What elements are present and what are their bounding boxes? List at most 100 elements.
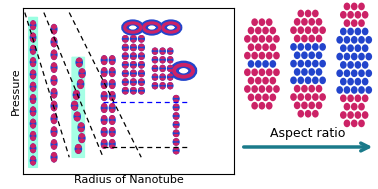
Circle shape <box>305 93 311 101</box>
Ellipse shape <box>101 84 108 91</box>
Circle shape <box>358 86 365 94</box>
Ellipse shape <box>130 57 137 61</box>
Ellipse shape <box>50 114 57 124</box>
Ellipse shape <box>167 46 174 50</box>
Ellipse shape <box>50 61 57 67</box>
Circle shape <box>351 69 358 77</box>
Ellipse shape <box>122 65 129 70</box>
Circle shape <box>270 77 276 84</box>
Ellipse shape <box>73 117 81 123</box>
Ellipse shape <box>172 99 180 104</box>
Circle shape <box>362 44 369 52</box>
Circle shape <box>255 43 262 51</box>
Ellipse shape <box>29 45 36 55</box>
Ellipse shape <box>138 43 145 47</box>
Ellipse shape <box>130 70 137 77</box>
Ellipse shape <box>101 55 108 65</box>
Ellipse shape <box>172 112 180 120</box>
Circle shape <box>297 110 304 118</box>
Circle shape <box>301 101 308 109</box>
Circle shape <box>270 27 276 34</box>
Circle shape <box>351 3 358 10</box>
Ellipse shape <box>152 72 158 77</box>
Circle shape <box>290 26 297 34</box>
Circle shape <box>319 43 326 51</box>
Ellipse shape <box>108 55 116 65</box>
Ellipse shape <box>50 37 57 47</box>
Ellipse shape <box>159 73 166 81</box>
Ellipse shape <box>159 82 166 89</box>
Circle shape <box>305 110 311 118</box>
Circle shape <box>290 93 297 101</box>
Ellipse shape <box>50 125 57 131</box>
Ellipse shape <box>108 67 116 77</box>
Ellipse shape <box>138 74 145 78</box>
Ellipse shape <box>71 101 78 111</box>
Ellipse shape <box>172 120 180 124</box>
Ellipse shape <box>101 103 108 113</box>
Circle shape <box>244 35 251 43</box>
Ellipse shape <box>159 65 166 72</box>
Circle shape <box>297 93 304 101</box>
Circle shape <box>248 60 254 68</box>
Circle shape <box>251 68 258 76</box>
Circle shape <box>347 11 354 19</box>
Ellipse shape <box>29 143 36 153</box>
Ellipse shape <box>108 101 116 108</box>
Ellipse shape <box>75 63 83 69</box>
Circle shape <box>262 94 269 101</box>
Circle shape <box>366 86 372 94</box>
Ellipse shape <box>78 138 86 145</box>
Circle shape <box>347 94 354 102</box>
Ellipse shape <box>122 51 129 56</box>
Ellipse shape <box>101 90 108 96</box>
Ellipse shape <box>101 101 108 108</box>
Ellipse shape <box>77 128 85 134</box>
Circle shape <box>319 60 326 67</box>
Ellipse shape <box>75 56 83 62</box>
Ellipse shape <box>172 117 180 121</box>
Ellipse shape <box>29 161 36 167</box>
Circle shape <box>355 44 361 52</box>
Ellipse shape <box>29 154 36 160</box>
Circle shape <box>266 102 273 110</box>
Circle shape <box>347 78 354 85</box>
Circle shape <box>305 43 311 51</box>
Circle shape <box>355 111 361 119</box>
Circle shape <box>312 60 319 67</box>
Circle shape <box>305 60 311 67</box>
Ellipse shape <box>77 84 84 91</box>
Ellipse shape <box>122 43 129 47</box>
Ellipse shape <box>101 144 108 150</box>
Ellipse shape <box>101 79 108 89</box>
Circle shape <box>355 78 361 85</box>
Ellipse shape <box>101 97 108 102</box>
Circle shape <box>259 18 265 26</box>
Ellipse shape <box>152 64 158 68</box>
Ellipse shape <box>159 56 166 64</box>
Ellipse shape <box>108 144 116 150</box>
Ellipse shape <box>108 79 116 89</box>
Circle shape <box>362 61 369 69</box>
Circle shape <box>297 10 304 17</box>
Circle shape <box>262 43 269 51</box>
Circle shape <box>344 19 350 27</box>
Circle shape <box>312 10 319 17</box>
Ellipse shape <box>167 56 174 64</box>
Circle shape <box>294 18 301 26</box>
Ellipse shape <box>152 73 158 81</box>
Ellipse shape <box>167 65 174 72</box>
Ellipse shape <box>138 86 145 90</box>
Ellipse shape <box>159 78 166 82</box>
Ellipse shape <box>152 78 158 82</box>
Ellipse shape <box>167 86 174 90</box>
Ellipse shape <box>130 74 137 78</box>
Circle shape <box>358 19 365 27</box>
Ellipse shape <box>29 94 36 104</box>
Ellipse shape <box>50 42 57 49</box>
Ellipse shape <box>50 101 57 111</box>
Circle shape <box>340 111 347 119</box>
Ellipse shape <box>29 68 36 74</box>
Circle shape <box>344 119 350 127</box>
Circle shape <box>344 86 350 94</box>
